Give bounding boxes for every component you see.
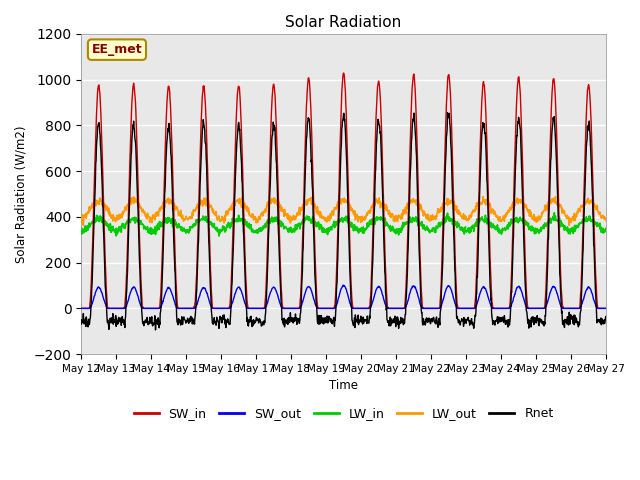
X-axis label: Time: Time bbox=[329, 379, 358, 392]
Title: Solar Radiation: Solar Radiation bbox=[285, 15, 402, 30]
Text: EE_met: EE_met bbox=[92, 43, 142, 56]
Y-axis label: Solar Radiation (W/m2): Solar Radiation (W/m2) bbox=[15, 125, 28, 263]
Legend: SW_in, SW_out, LW_in, LW_out, Rnet: SW_in, SW_out, LW_in, LW_out, Rnet bbox=[129, 402, 559, 425]
